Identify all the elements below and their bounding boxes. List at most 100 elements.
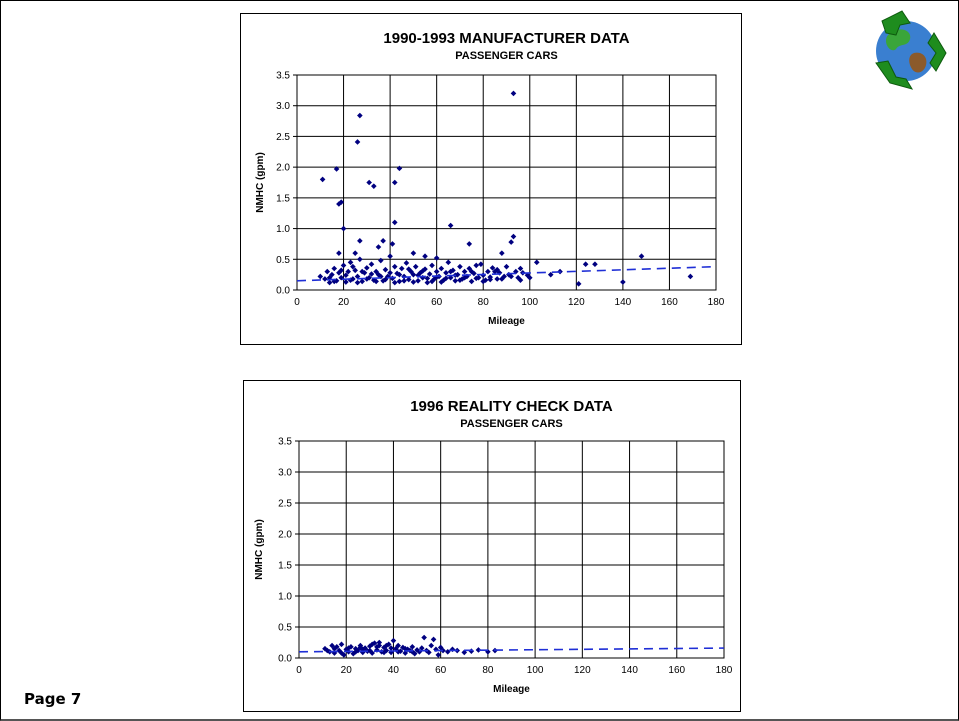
data-point [411,650,418,657]
data-point [419,274,426,281]
data-point [485,268,491,275]
data-point [489,265,496,271]
data-point [394,270,400,277]
data-point [508,273,514,280]
data-point [417,270,424,276]
data-point [378,257,384,264]
chart-title: 1996 REALITY CHECK DATA [410,398,613,415]
data-point [364,265,370,271]
chart-1-plot: 1990-1993 MANUFACTURER DATA PASSENGER CAR… [255,30,725,327]
data-point [443,270,449,276]
data-point [487,276,494,283]
data-point [390,637,397,644]
data-point [352,645,359,652]
chart-2-plot: 1996 REALITY CHECK DATA PASSENGER CARS 0 20… [254,398,733,695]
data-point [517,265,524,272]
data-point [422,253,428,260]
data-point [388,649,394,656]
data-point [449,646,456,653]
data-point [388,645,394,651]
data-point [438,265,445,272]
x-tick-label: 0 [294,297,300,308]
data-point [350,276,356,282]
data-point [468,278,475,285]
data-point [510,233,517,240]
data-point [387,270,393,276]
data-point [409,644,416,650]
data-point [338,267,345,274]
data-point [333,644,340,650]
chart-subtitle: PASSENGER CARS [460,418,562,430]
data-point [357,256,363,263]
data-point [357,644,364,651]
data-point [385,641,392,648]
trendline [296,265,717,282]
data-point [428,642,435,649]
recycle-globe-icon [875,10,947,90]
data-point [426,271,433,277]
data-point [431,276,438,282]
data-point [435,652,442,658]
data-point [391,179,398,186]
data-point [408,268,414,275]
data-point [368,271,375,277]
data-point [343,279,349,285]
data-point [480,278,487,285]
data-point [381,649,387,656]
data-point [424,279,431,286]
data-point [400,644,406,651]
data-point [338,641,345,648]
y-axis-label: NMHC (gpm) [254,519,265,580]
y-tick-label: 1.0 [276,224,290,235]
data-point [415,272,421,279]
data-point [382,276,389,283]
x-tick-label: 120 [568,297,585,308]
data-point [475,647,482,653]
data-point [526,274,533,281]
data-point [433,646,439,653]
x-axis-label: Mileage [493,684,530,695]
data-point [391,263,398,270]
data-point [371,640,378,646]
data-point [352,649,359,655]
data-point [396,271,403,278]
data-point [324,268,331,275]
data-point [395,642,401,649]
data-point [620,279,626,285]
data-point [382,266,389,273]
data-point [350,650,357,657]
data-point [410,271,417,278]
data-point [402,650,409,656]
data-point [494,266,500,273]
data-point [345,645,352,651]
data-point [416,649,423,655]
data-point [575,281,582,287]
y-tick-label: 0.0 [276,286,290,297]
data-point [336,250,342,256]
data-point [494,276,500,282]
data-point [508,239,514,245]
x-tick-label: 100 [521,297,538,308]
recycle-arrow [927,32,947,72]
x-tick-label: 80 [478,297,490,308]
x-tick-label: 60 [431,297,443,308]
data-point [433,255,440,261]
data-point [348,644,354,650]
data-point [338,650,345,656]
data-point [503,263,510,270]
data-point [354,279,361,286]
data-point [373,268,379,275]
data-point [510,90,517,97]
recycle-arrow [875,60,914,90]
data-point [414,647,420,653]
data-point [347,259,354,266]
data-point [391,279,398,286]
data-point [380,238,386,244]
data-point [340,225,347,232]
data-point [473,275,480,282]
data-point [374,644,380,650]
data-point [499,250,505,256]
chart-reality-check-data: 1996 REALITY CHECK DATA PASSENGER CARS 0 20… [243,380,741,712]
data-point [415,277,421,284]
x-tick-label: 160 [661,297,678,308]
